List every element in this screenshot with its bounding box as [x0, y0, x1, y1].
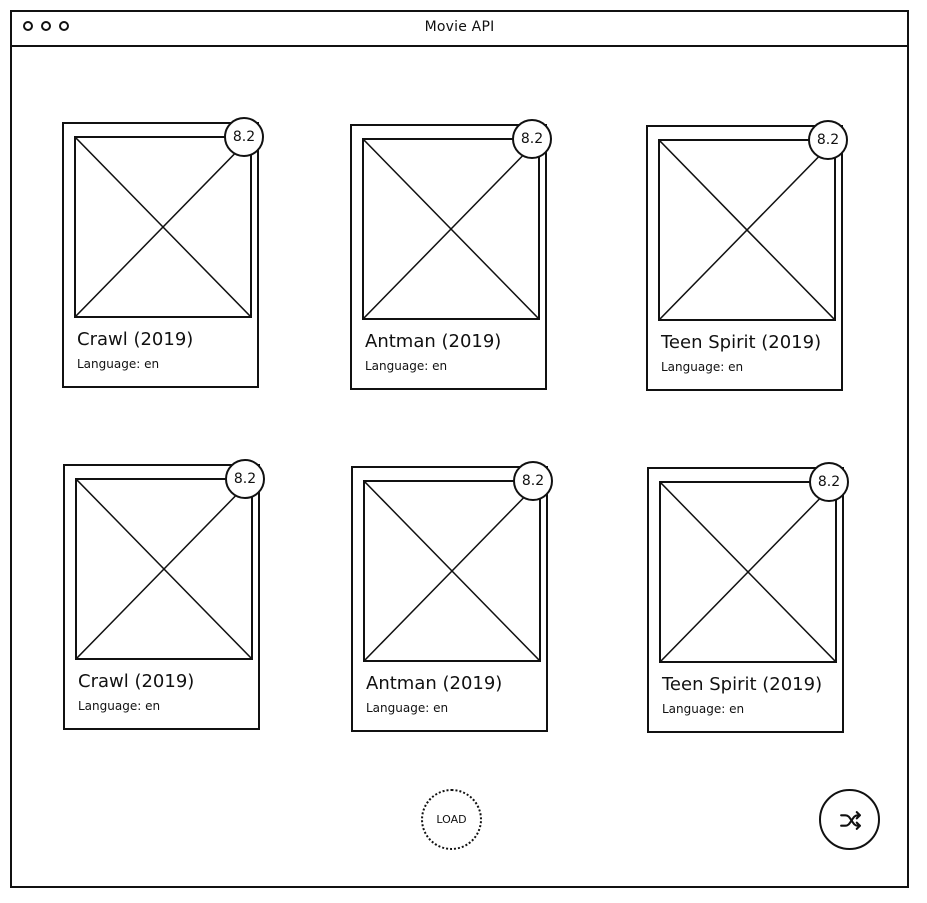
rating-badge: 8.2 — [225, 459, 265, 499]
window-title: Movie API — [424, 19, 495, 35]
rating-badge: 8.2 — [808, 120, 848, 160]
image-placeholder-icon — [365, 482, 539, 660]
window-minimize-button[interactable] — [41, 21, 51, 31]
image-placeholder-icon — [76, 138, 250, 316]
poster-placeholder — [362, 138, 540, 320]
rating-badge: 8.2 — [224, 117, 264, 157]
shuffle-icon — [840, 811, 861, 830]
image-placeholder-icon — [660, 141, 834, 319]
movie-language: Language: en — [366, 701, 449, 715]
movie-language: Language: en — [661, 360, 744, 374]
poster-placeholder — [659, 481, 837, 663]
poster-placeholder — [74, 136, 252, 318]
poster-placeholder — [363, 480, 541, 662]
movie-title: Antman (2019) — [366, 673, 503, 694]
window-close-button[interactable] — [23, 21, 33, 31]
movie-card[interactable]: 8.2 Teen Spirit (2019) Language: en — [647, 462, 849, 733]
movie-card[interactable]: 8.2 Antman (2019) Language: en — [350, 119, 552, 390]
poster-placeholder — [658, 139, 836, 321]
movie-card[interactable]: 8.2 Teen Spirit (2019) Language: en — [646, 120, 848, 391]
poster-placeholder — [75, 478, 253, 660]
image-placeholder-icon — [77, 480, 251, 658]
movie-title: Crawl (2019) — [77, 329, 194, 350]
rating-badge: 8.2 — [512, 119, 552, 159]
movie-title: Antman (2019) — [365, 331, 502, 352]
app-window: Movie API 8.2 Crawl (2019) Language: en … — [10, 10, 909, 888]
rating-badge: 8.2 — [809, 462, 849, 502]
movie-title: Teen Spirit (2019) — [662, 674, 823, 695]
window-titlebar: Movie API — [12, 12, 907, 47]
movie-title: Teen Spirit (2019) — [661, 332, 822, 353]
movie-language: Language: en — [78, 699, 161, 713]
movie-title: Crawl (2019) — [78, 671, 195, 692]
movie-language: Language: en — [662, 702, 745, 716]
load-button[interactable]: LOAD — [421, 789, 482, 850]
rating-badge: 8.2 — [513, 461, 553, 501]
movie-card[interactable]: 8.2 Crawl (2019) Language: en — [62, 117, 264, 388]
window-maximize-button[interactable] — [59, 21, 69, 31]
image-placeholder-icon — [661, 483, 835, 661]
movie-language: Language: en — [77, 357, 160, 371]
movie-language: Language: en — [365, 359, 448, 373]
shuffle-button[interactable] — [819, 789, 880, 850]
image-placeholder-icon — [364, 140, 538, 318]
movie-card[interactable]: 8.2 Crawl (2019) Language: en — [63, 459, 265, 730]
movie-card[interactable]: 8.2 Antman (2019) Language: en — [351, 461, 553, 732]
